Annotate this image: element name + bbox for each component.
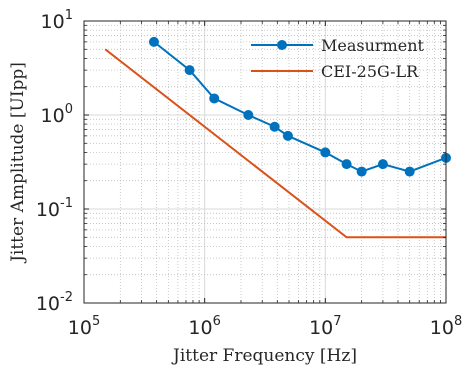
data-point-measurment	[377, 159, 388, 170]
x-tick-label: 108	[430, 314, 462, 339]
data-point-measurment	[209, 93, 220, 104]
data-point-measurment	[282, 130, 293, 141]
data-point-measurment	[404, 166, 415, 177]
data-point-measurment	[356, 166, 367, 177]
axis-ticks	[83, 20, 447, 304]
x-tick-label: 105	[68, 314, 100, 339]
data-point-measurment	[320, 147, 331, 158]
x-tick-label: 107	[309, 314, 341, 339]
plot-frame	[83, 20, 447, 304]
data-point-measurment	[184, 65, 195, 76]
x-tick-label: 106	[188, 314, 220, 339]
series-layer	[104, 36, 451, 239]
legend-label-cei-25g-lr: CEI-25G-LR	[321, 62, 419, 81]
data-point-measurment	[341, 159, 352, 170]
data-point-measurment	[148, 36, 159, 47]
legend-marker-measurment	[277, 40, 287, 50]
data-point-measurment	[269, 121, 280, 132]
x-axis-label: Jitter Frequency [Hz]	[171, 346, 357, 366]
data-point-measurment	[243, 110, 254, 120]
series-line-cei-25g-lr	[104, 48, 446, 239]
y-tick-label: 101	[41, 8, 73, 33]
y-axis-label: Jitter Amplitude [UIpp]	[8, 62, 28, 264]
y-tick-label: 10-2	[36, 290, 73, 315]
y-tick-label: 10-1	[36, 196, 73, 221]
legend-label-measurment: Measurment	[321, 36, 425, 55]
y-tick-label: 100	[41, 102, 73, 127]
tick-labels: 105 106 107 108 101 100 10-1 10-2	[36, 8, 462, 339]
legend: Measurment CEI-25G-LR	[251, 36, 425, 81]
